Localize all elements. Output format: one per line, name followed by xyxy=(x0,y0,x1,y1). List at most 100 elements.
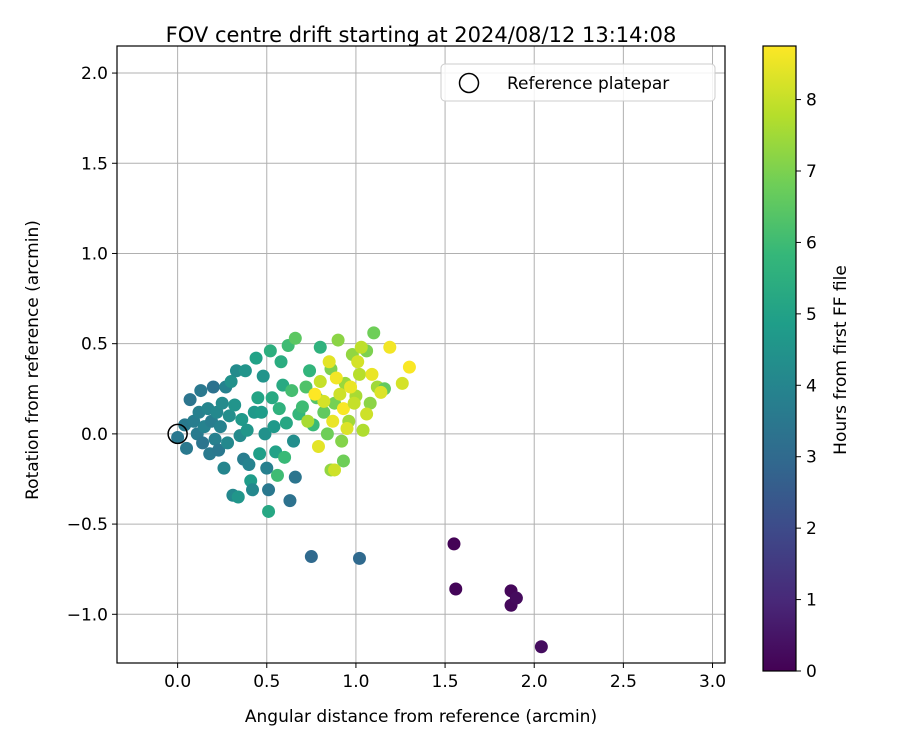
data-point xyxy=(270,468,284,482)
colorbar-tick-label: 1 xyxy=(806,591,817,611)
y-tick-label: −0.5 xyxy=(67,515,108,535)
y-tick-label: 0.5 xyxy=(81,335,108,355)
reference-platepar-marker xyxy=(167,423,188,445)
data-point xyxy=(352,551,366,565)
data-point xyxy=(363,396,377,410)
y-tick-label: 2.0 xyxy=(81,64,108,84)
data-point xyxy=(215,396,229,410)
y-tick-label: −1.0 xyxy=(67,605,108,625)
data-point xyxy=(367,326,381,340)
data-point xyxy=(304,550,318,564)
data-point xyxy=(326,414,340,428)
colorbar-tick-label: 5 xyxy=(806,305,817,325)
data-point xyxy=(251,391,265,405)
data-point xyxy=(262,483,276,497)
data-point xyxy=(249,351,263,365)
data-point xyxy=(253,447,267,461)
colorbar-tick-label: 2 xyxy=(806,519,817,539)
data-point xyxy=(402,360,416,374)
data-point xyxy=(534,640,548,654)
x-tick-label: 0.0 xyxy=(164,672,191,692)
data-point xyxy=(246,483,260,497)
data-point xyxy=(285,384,299,398)
data-point xyxy=(344,380,358,394)
data-point xyxy=(320,427,334,441)
legend: Reference platepar xyxy=(440,63,716,102)
chart-title: FOV centre drift starting at 2024/08/12 … xyxy=(166,23,677,47)
x-axis: 0.0 0.5 1.0 1.5 2.0 2.5 3.0 xyxy=(164,663,726,692)
data-point xyxy=(183,393,197,407)
data-point xyxy=(322,355,336,369)
y-tick-label: 1.5 xyxy=(81,154,108,174)
colorbar-gradient xyxy=(762,45,797,672)
data-point xyxy=(331,333,345,347)
data-point xyxy=(329,371,343,385)
data-point xyxy=(258,427,272,441)
data-point xyxy=(180,441,194,455)
data-point xyxy=(365,367,379,381)
data-point xyxy=(383,340,397,354)
data-point xyxy=(229,364,243,378)
data-point xyxy=(509,591,523,605)
data-point xyxy=(260,461,274,475)
plot-area xyxy=(116,45,726,664)
colorbar-tick-label: 3 xyxy=(806,448,817,468)
colorbar-tick-label: 8 xyxy=(806,91,817,111)
data-point xyxy=(449,582,463,596)
data-point xyxy=(217,461,231,475)
colorbar: 0 1 2 3 4 5 6 7 8 Hours from first FF file xyxy=(762,45,851,682)
legend-reference-marker xyxy=(458,72,480,94)
colorbar-tick-label: 4 xyxy=(806,376,817,396)
grid xyxy=(117,46,725,663)
data-point xyxy=(360,407,374,421)
data-point xyxy=(317,394,331,408)
x-tick-label: 1.5 xyxy=(432,672,459,692)
data-point xyxy=(272,402,286,416)
data-point xyxy=(374,385,388,399)
data-point xyxy=(336,454,350,468)
x-axis-label: Angular distance from reference (arcmin) xyxy=(245,707,597,727)
data-point xyxy=(299,380,313,394)
data-point xyxy=(295,400,309,414)
x-tick-label: 3.0 xyxy=(699,672,726,692)
colorbar-ticks: 0 1 2 3 4 5 6 7 8 xyxy=(796,91,817,682)
data-point xyxy=(212,443,226,457)
data-point xyxy=(317,405,331,419)
x-tick-label: 0.5 xyxy=(253,672,280,692)
data-point xyxy=(171,430,185,444)
data-point xyxy=(228,398,242,412)
data-point xyxy=(395,376,409,390)
data-point xyxy=(283,494,297,508)
data-point xyxy=(206,380,220,394)
data-point xyxy=(333,387,347,401)
legend-box xyxy=(440,63,716,102)
data-point xyxy=(356,423,370,437)
data-point xyxy=(256,369,270,383)
x-tick-label: 2.0 xyxy=(521,672,548,692)
data-point xyxy=(311,440,325,454)
legend-entry: Reference platepar xyxy=(507,74,669,94)
data-point xyxy=(347,396,361,410)
y-tick-label: 1.0 xyxy=(81,244,108,264)
colorbar-label: Hours from first FF file xyxy=(831,265,851,455)
data-point xyxy=(288,331,302,345)
data-point xyxy=(274,355,288,369)
y-tick-label: 0.0 xyxy=(81,425,108,445)
data-point xyxy=(308,387,322,401)
y-axis-label: Rotation from reference (arcmin) xyxy=(23,220,43,500)
colorbar-tick-label: 7 xyxy=(806,162,817,182)
data-point xyxy=(224,375,238,389)
data-point xyxy=(303,364,317,378)
data-point xyxy=(340,421,354,435)
data-point xyxy=(351,355,365,369)
data-point xyxy=(287,434,301,448)
data-point xyxy=(447,537,461,551)
data-point xyxy=(279,416,293,430)
data-point xyxy=(354,340,368,354)
data-point xyxy=(278,450,292,464)
data-point xyxy=(238,364,252,378)
data-point xyxy=(263,344,277,358)
data-point xyxy=(262,504,276,518)
data-point xyxy=(335,434,349,448)
